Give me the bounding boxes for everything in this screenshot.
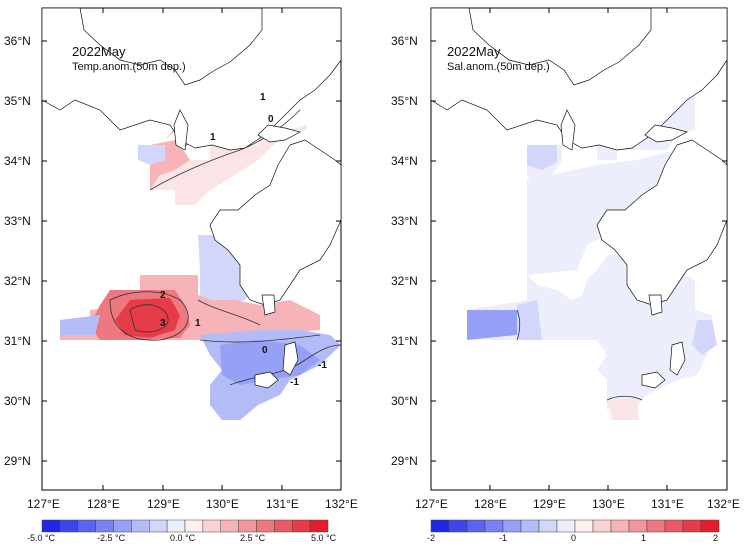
colorbar-swatch xyxy=(41,519,61,533)
lon-label: 129°E xyxy=(533,497,566,511)
colorbar-swatch xyxy=(646,519,666,533)
colorbar-swatch xyxy=(484,519,504,533)
colorbar-swatch xyxy=(556,519,576,533)
colorbar-swatch xyxy=(166,519,186,533)
colorbar-label: 0.0 °C xyxy=(170,533,196,543)
colorbar-label: 0 xyxy=(571,533,576,543)
colorbar-label: -1 xyxy=(499,533,507,543)
map-title: 2022May xyxy=(72,44,126,59)
lon-label: 131°E xyxy=(651,497,684,511)
lon-label: 130°E xyxy=(206,497,239,511)
axis-ticks xyxy=(431,8,727,490)
lon-label: 131°E xyxy=(266,497,299,511)
colorbar-swatch xyxy=(502,519,522,533)
lon-label: 132°E xyxy=(325,497,358,511)
colorbar-swatch xyxy=(292,519,311,533)
colorbar-swatch xyxy=(274,519,293,533)
map-title: 2022May xyxy=(447,44,501,59)
lat-label: 33°N xyxy=(4,214,31,228)
colorbar-swatch xyxy=(430,519,450,533)
lat-label: 29°N xyxy=(391,454,418,468)
lat-label: 35°N xyxy=(391,94,418,108)
colorbar-swatch xyxy=(238,519,257,533)
colorbar-label: -2 xyxy=(427,533,435,543)
lon-label: 129°E xyxy=(147,497,180,511)
colorbar-swatch xyxy=(592,519,612,533)
colorbar-label: 5.0 °C xyxy=(311,533,337,543)
map-subtitle: Sal.anom.(50m dep.) xyxy=(447,61,550,73)
colorbar-swatch xyxy=(538,519,558,533)
contour-label: 1 xyxy=(260,92,266,103)
lat-label: 36°N xyxy=(4,34,31,48)
contour-label: 2 xyxy=(160,290,166,301)
colorbar-swatch xyxy=(574,519,594,533)
colorbar-swatch xyxy=(700,519,720,533)
colorbar-swatch xyxy=(77,519,96,533)
contour-label: 0 xyxy=(268,114,274,125)
colorbar-swatch xyxy=(520,519,540,533)
colorbar-swatch xyxy=(202,519,221,533)
lat-label: 34°N xyxy=(4,154,31,168)
colorbar-swatch xyxy=(184,519,204,533)
colorbar-swatch xyxy=(610,519,630,533)
contour-label: -1 xyxy=(290,377,299,388)
colorbar-swatch xyxy=(95,519,114,533)
lon-label: 128°E xyxy=(474,497,507,511)
salinity-colorbar xyxy=(430,519,720,533)
contour-label: 0 xyxy=(262,345,268,356)
colorbar-label: 2.5 °C xyxy=(240,533,266,543)
colorbar-swatch xyxy=(309,519,329,533)
lat-label: 34°N xyxy=(391,154,418,168)
colorbar-swatch xyxy=(59,519,78,533)
lat-label: 30°N xyxy=(391,394,418,408)
temperature-map-panel: 36°N 35°N 34°N 33°N 32°N 31°N 30°N 29°N … xyxy=(4,7,358,543)
lat-label: 33°N xyxy=(391,214,418,228)
lon-label: 132°E xyxy=(707,497,740,511)
lat-label: 31°N xyxy=(4,334,31,348)
colorbar-label: -5.0 °C xyxy=(27,533,56,543)
lon-label: 130°E xyxy=(592,497,625,511)
colorbar-swatch xyxy=(131,519,150,533)
coastlines xyxy=(431,8,727,389)
colorbar-swatch xyxy=(682,519,702,533)
colorbar-swatch xyxy=(256,519,275,533)
contour-label: 1 xyxy=(210,132,216,143)
colorbar-swatch xyxy=(448,519,468,533)
lon-label: 127°E xyxy=(27,497,60,511)
lat-label: 35°N xyxy=(4,94,31,108)
lat-label: 32°N xyxy=(4,274,31,288)
lat-label: 36°N xyxy=(391,34,418,48)
colorbar-label: 2 xyxy=(713,533,718,543)
colorbar-swatch xyxy=(220,519,239,533)
lat-label: 30°N xyxy=(4,394,31,408)
colorbar-label: -2.5 °C xyxy=(97,533,126,543)
salinity-map-panel: 36°N 35°N 34°N 33°N 32°N 31°N 30°N 29°N … xyxy=(391,7,740,543)
colorbar-label: 1 xyxy=(641,533,646,543)
axis-ticks xyxy=(42,8,341,490)
colorbar-swatch xyxy=(149,519,168,533)
lat-label: 32°N xyxy=(391,274,418,288)
map-subtitle: Temp.anom.(50m dep.) xyxy=(72,61,186,73)
colorbar-swatch xyxy=(113,519,132,533)
coastlines xyxy=(42,8,341,389)
colorbar-swatch xyxy=(664,519,684,533)
temperature-colorbar xyxy=(41,519,329,533)
lat-label: 31°N xyxy=(391,334,418,348)
colorbar-swatch xyxy=(466,519,486,533)
contour-label: 1 xyxy=(195,318,201,329)
colorbar-swatch xyxy=(628,519,648,533)
lon-label: 127°E xyxy=(415,497,448,511)
lon-label: 128°E xyxy=(87,497,120,511)
contour-label: -1 xyxy=(318,360,327,371)
contour-label: 3 xyxy=(160,318,166,329)
lat-label: 29°N xyxy=(4,454,31,468)
